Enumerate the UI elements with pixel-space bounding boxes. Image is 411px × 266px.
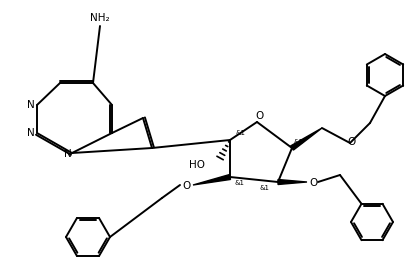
Text: &1: &1: [234, 180, 244, 186]
Text: &1: &1: [260, 185, 270, 191]
Text: &1: &1: [235, 130, 245, 136]
Text: N: N: [64, 149, 72, 159]
Text: O: O: [255, 111, 263, 121]
Text: HO: HO: [189, 160, 205, 170]
Text: N: N: [27, 100, 35, 110]
Text: &1: &1: [294, 139, 304, 145]
Polygon shape: [291, 128, 322, 150]
Text: O: O: [347, 137, 355, 147]
Text: N: N: [27, 128, 35, 138]
Text: O: O: [310, 178, 318, 188]
Text: NH₂: NH₂: [90, 13, 110, 23]
Text: O: O: [182, 181, 190, 191]
Polygon shape: [278, 180, 307, 185]
Polygon shape: [193, 174, 231, 185]
